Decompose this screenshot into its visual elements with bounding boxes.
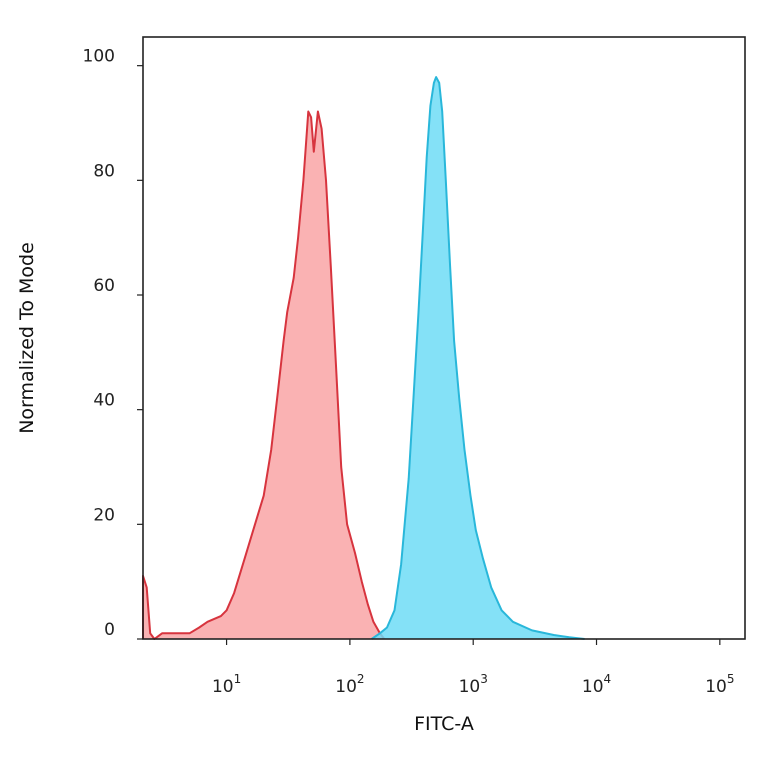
x-tick-exponent: 2 <box>357 672 365 686</box>
x-tick-base: 10 <box>705 677 727 697</box>
x-tick-base: 10 <box>459 677 481 697</box>
x-tick-label: 103 <box>459 672 488 697</box>
y-tick-label: 60 <box>93 276 115 296</box>
x-tick-base: 10 <box>582 677 604 697</box>
series-2-line <box>371 76 585 640</box>
x-tick-label: 104 <box>582 672 611 697</box>
series-1-line <box>142 110 386 640</box>
y-tick-label: 0 <box>104 620 115 640</box>
x-tick-base: 10 <box>335 677 357 697</box>
plot-frame <box>142 36 746 640</box>
x-tick-label: 101 <box>212 672 241 697</box>
x-tick-label: 102 <box>335 672 364 697</box>
x-tick-base: 10 <box>212 677 234 697</box>
series-layer <box>142 76 585 640</box>
series-2-area <box>371 77 585 640</box>
x-axis: 101 102 103 104 105 <box>212 639 734 697</box>
y-tick-label: 40 <box>93 391 115 411</box>
x-tick-label: 105 <box>705 672 734 697</box>
x-tick-exponent: 5 <box>727 672 735 686</box>
x-tick-exponent: 1 <box>234 672 242 686</box>
x-axis-title: FITC-A <box>414 713 474 735</box>
y-axis: 0 20 40 60 80 100 <box>83 47 143 640</box>
y-tick-label: 80 <box>93 161 115 181</box>
x-tick-exponent: 3 <box>480 672 488 686</box>
y-tick-label: 100 <box>83 47 115 67</box>
series-1-area <box>143 111 385 639</box>
y-axis-title: Normalized To Mode <box>16 242 38 434</box>
x-tick-exponent: 4 <box>604 672 612 686</box>
y-tick-label: 20 <box>93 505 115 525</box>
